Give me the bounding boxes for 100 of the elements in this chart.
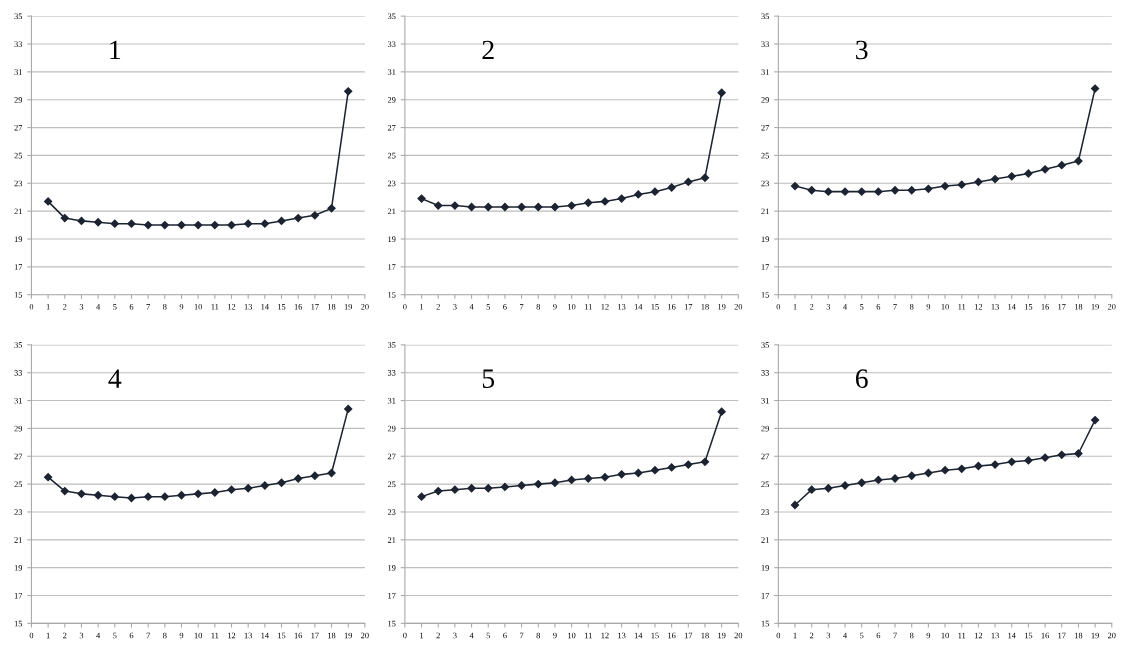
x-tick-label: 6 — [503, 303, 507, 310]
y-tick-label: 33 — [387, 370, 396, 376]
point — [1057, 450, 1066, 459]
x-tick-label: 4 — [469, 632, 474, 639]
x-tick-label: 0 — [776, 303, 781, 310]
y-tick-label: 19 — [761, 565, 769, 571]
y-tick-label: 23 — [387, 180, 396, 187]
y-tick-label: 23 — [761, 509, 769, 515]
x-tick-label: 16 — [294, 632, 303, 639]
y-tick-label: 17 — [14, 264, 23, 270]
x-tick-label: 18 — [328, 303, 336, 310]
x-tick-label: 8 — [909, 632, 914, 639]
point — [1024, 169, 1033, 178]
point — [857, 187, 866, 196]
x-tick-label: 12 — [974, 632, 983, 639]
y-tick-label: 27 — [14, 453, 23, 460]
point — [874, 475, 883, 485]
y-tick-label: 27 — [387, 124, 396, 131]
x-tick-label: 4 — [843, 632, 847, 639]
x-tick-label: 16 — [668, 303, 676, 310]
y-tick-label: 21 — [14, 537, 22, 543]
y-tick-label: 21 — [761, 537, 769, 543]
point — [517, 481, 526, 490]
point — [700, 173, 710, 182]
y-tick-label: 31 — [14, 69, 22, 75]
x-tick-label: 18 — [1074, 303, 1083, 310]
y-tick-label: 33 — [761, 370, 769, 376]
x-tick-label: 12 — [601, 303, 609, 310]
x-tick-label: 3 — [826, 632, 831, 639]
x-tick-label: 17 — [684, 304, 693, 310]
point — [567, 475, 576, 485]
x-tick-label: 8 — [163, 303, 167, 310]
point — [484, 202, 493, 212]
y-tick-label: 35 — [14, 13, 23, 20]
point — [790, 500, 800, 510]
point — [684, 177, 693, 187]
y-tick-label: 21 — [761, 208, 769, 215]
y-tick-label: 19 — [14, 565, 23, 571]
x-tick-label: 0 — [403, 632, 407, 639]
point — [974, 177, 983, 187]
x-tick-label: 17 — [311, 632, 319, 639]
point — [667, 463, 676, 472]
y-tick-label: 29 — [14, 425, 23, 432]
x-tick-label: 6 — [129, 303, 134, 310]
point — [550, 202, 560, 212]
point — [144, 220, 153, 230]
point — [717, 88, 726, 97]
x-tick-label: 6 — [876, 632, 881, 639]
x-tick-label: 5 — [860, 304, 864, 310]
point — [790, 181, 800, 191]
y-tick-label: 35 — [761, 13, 769, 20]
x-tick-label: 18 — [701, 303, 709, 310]
x-tick-label: 19 — [718, 303, 726, 310]
x-tick-label: 11 — [585, 304, 592, 310]
x-tick-label: 15 — [278, 304, 286, 310]
annotation: 6 — [855, 369, 868, 388]
y-tick-label: 27 — [761, 453, 770, 460]
x-tick-label: 7 — [520, 632, 524, 639]
x-tick-label: 16 — [1041, 632, 1049, 639]
y-tick-label: 17 — [14, 592, 23, 599]
point — [294, 474, 303, 483]
point — [43, 197, 53, 206]
x-tick-label: 15 — [651, 304, 659, 310]
y-tick-label: 31 — [387, 397, 396, 404]
point — [634, 468, 643, 478]
point — [294, 213, 303, 223]
annotation: 4 — [108, 369, 122, 388]
y-tick-label: 15 — [388, 620, 396, 627]
point — [77, 489, 86, 498]
x-tick-label: 18 — [701, 632, 709, 639]
x-tick-label: 5 — [486, 304, 491, 310]
y-tick-label: 15 — [14, 620, 23, 627]
x-tick-label: 20 — [361, 632, 369, 639]
x-tick-label: 13 — [618, 303, 626, 310]
x-tick-label: 2 — [436, 303, 440, 310]
x-tick-label: 1 — [793, 632, 797, 639]
point — [600, 197, 610, 206]
x-tick-label: 20 — [734, 303, 743, 310]
y-tick-label: 23 — [387, 509, 396, 515]
point — [277, 478, 286, 487]
x-tick-label: 15 — [1024, 304, 1033, 310]
x-tick-label: 12 — [974, 303, 983, 310]
point — [160, 492, 169, 501]
point — [990, 174, 1000, 184]
x-tick-label: 3 — [79, 632, 84, 639]
y-tick-label: 31 — [387, 69, 396, 75]
point — [127, 219, 136, 228]
point — [617, 470, 626, 479]
x-tick-label: 18 — [328, 632, 336, 639]
point — [1007, 172, 1016, 181]
point — [1040, 453, 1050, 462]
x-tick-label: 12 — [601, 632, 609, 639]
x-tick-label: 8 — [163, 632, 167, 639]
x-tick-label: 11 — [958, 304, 966, 310]
y-tick-label: 23 — [14, 509, 23, 515]
x-tick-label: 2 — [809, 632, 814, 639]
x-tick-label: 15 — [651, 632, 659, 639]
point — [974, 461, 983, 471]
y-tick-label: 25 — [14, 481, 23, 488]
point — [517, 202, 526, 212]
